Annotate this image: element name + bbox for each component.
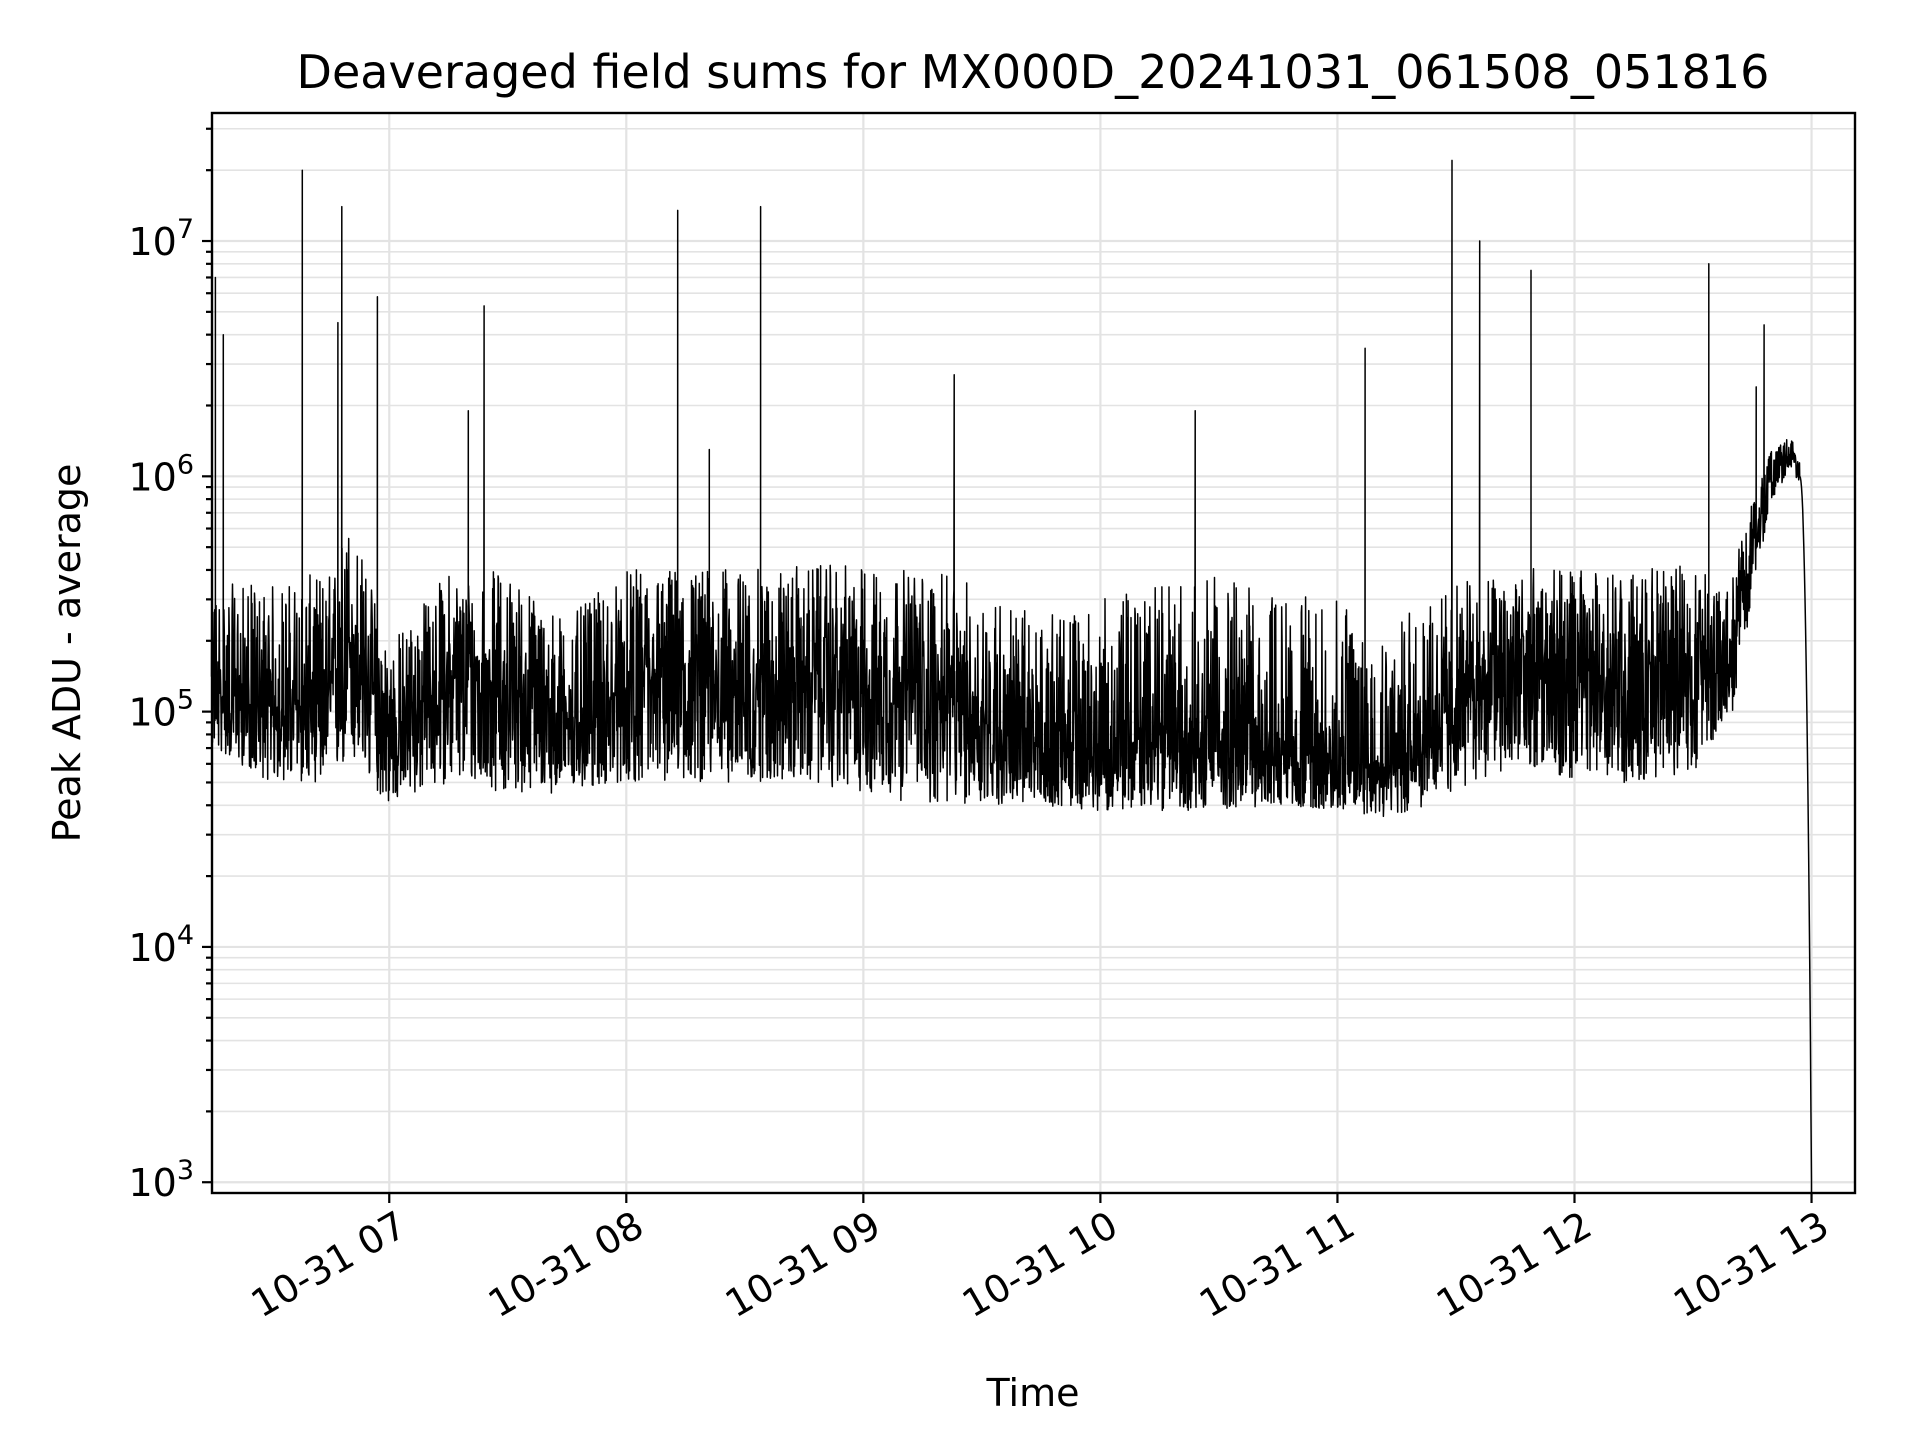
y-tick-base: 10: [128, 1161, 176, 1205]
y-tick-base: 10: [128, 926, 176, 970]
x-tick-label: 10-31 09: [718, 1203, 888, 1327]
x-tick-label: 10-31 10: [955, 1203, 1125, 1327]
y-tick-label: 106: [128, 449, 194, 499]
x-tick-label: 10-31 13: [1666, 1203, 1836, 1327]
y-tick-base: 10: [128, 220, 176, 264]
y-tick-label: 107: [128, 214, 194, 264]
y-tick-exponent: 7: [177, 214, 194, 245]
chart-title: Deaveraged field sums for MX000D_2024103…: [297, 45, 1770, 99]
series-line: [210, 159, 1813, 1193]
plot-area-frame: [210, 111, 1857, 1195]
y-tick-base: 10: [128, 691, 176, 735]
y-tick-label: 105: [128, 685, 194, 735]
y-tick-exponent: 3: [177, 1155, 194, 1186]
y-axis-label: Peak ADU - average: [45, 464, 89, 843]
x-tick-label: 10-31 08: [481, 1203, 651, 1327]
y-tick-label: 104: [128, 920, 194, 970]
x-tick-label: 10-31 07: [244, 1203, 414, 1327]
y-tick-label: 103: [128, 1155, 194, 1205]
series-layer: [210, 159, 1813, 1193]
x-axis: 10-31 07 10-31 08 10-31 09 10-31 10 10-31 11…: [244, 1193, 1836, 1326]
x-tick-label: 10-31 11: [1192, 1203, 1362, 1327]
x-tick-label: 10-31 12: [1429, 1203, 1599, 1327]
x-axis-label: Time: [986, 1371, 1080, 1415]
y-tick-exponent: 6: [177, 449, 194, 480]
y-tick-base: 10: [128, 455, 176, 499]
y-tick-exponent: 5: [177, 685, 194, 716]
y-tick-exponent: 4: [177, 920, 194, 951]
